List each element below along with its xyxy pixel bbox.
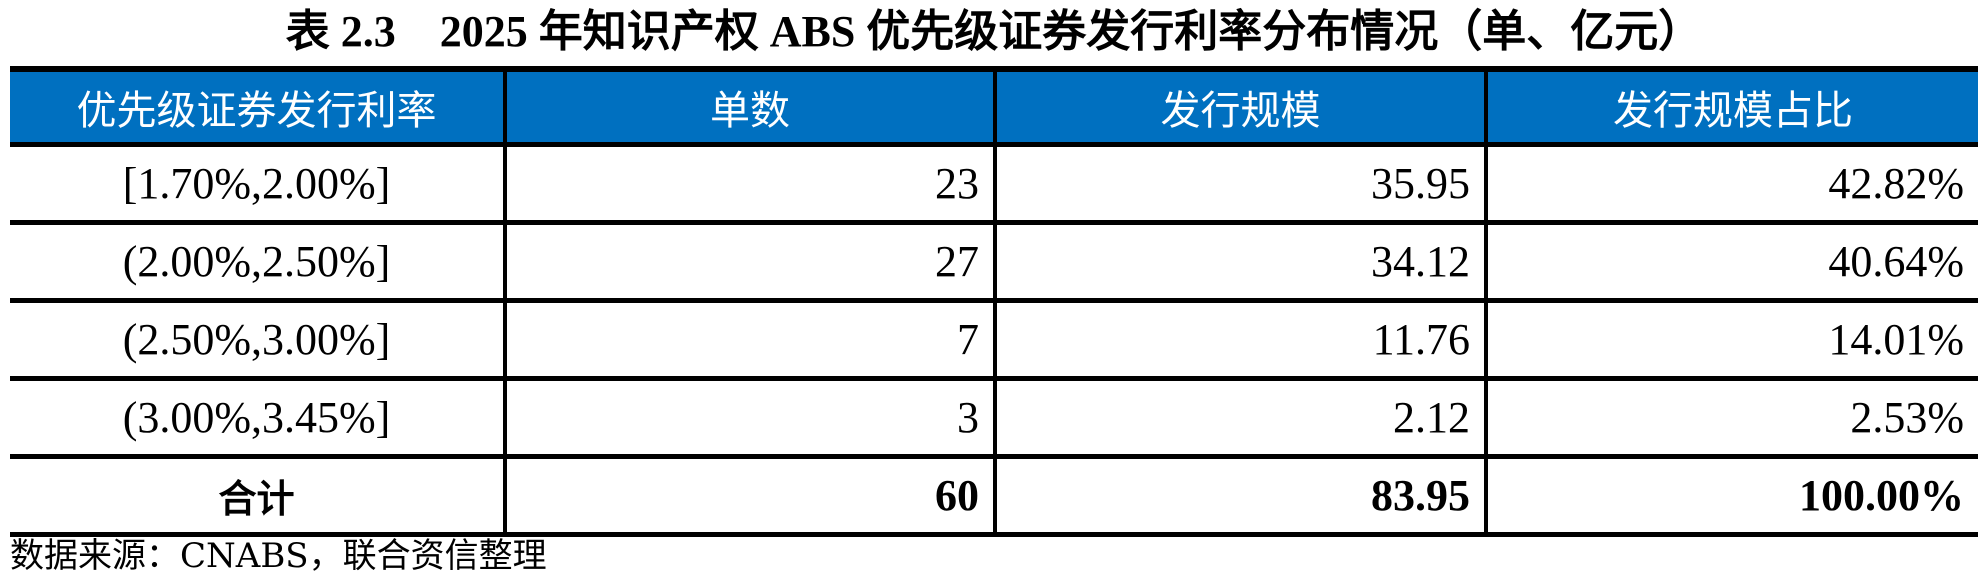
cell-rate: (3.00%,3.45%] — [10, 378, 507, 457]
header-row: 优先级证券发行利率 单数 发行规模 发行规模占比 — [10, 69, 1978, 145]
column-header-rate: 优先级证券发行利率 — [10, 69, 507, 145]
interest-rate-distribution-table: 优先级证券发行利率 单数 发行规模 发行规模占比 [1.70%,2.00%] 2… — [10, 66, 1978, 537]
cell-count: 23 — [503, 144, 997, 223]
cell-count: 27 — [503, 222, 997, 301]
column-header-count: 单数 — [503, 69, 997, 145]
cell-share: 2.53% — [1484, 378, 1978, 457]
table-row: (2.00%,2.50%] 27 34.12 40.64% — [10, 222, 1978, 301]
cell-scale: 2.12 — [993, 378, 1488, 457]
cell-rate: [1.70%,2.00%] — [10, 144, 507, 223]
total-share: 100.00% — [1484, 456, 1978, 535]
cell-count: 7 — [503, 300, 997, 379]
cell-scale: 34.12 — [993, 222, 1488, 301]
cell-count: 3 — [503, 378, 997, 457]
table-title: 表 2.3 2025 年知识产权 ABS 优先级证券发行利率分布情况（单、亿元） — [285, 7, 1703, 56]
total-scale: 83.95 — [993, 456, 1488, 535]
cell-share: 14.01% — [1484, 300, 1978, 379]
cell-scale: 35.95 — [993, 144, 1488, 223]
total-count: 60 — [503, 456, 997, 535]
table-row: [1.70%,2.00%] 23 35.95 42.82% — [10, 144, 1978, 223]
total-label: 合计 — [10, 456, 507, 535]
cell-rate: (2.00%,2.50%] — [10, 222, 507, 301]
table-row: (3.00%,3.45%] 3 2.12 2.53% — [10, 378, 1978, 457]
column-header-share: 发行规模占比 — [1484, 69, 1978, 145]
cell-rate: (2.50%,3.00%] — [10, 300, 507, 379]
cell-share: 42.82% — [1484, 144, 1978, 223]
column-header-scale: 发行规模 — [993, 69, 1488, 145]
table-row: (2.50%,3.00%] 7 11.76 14.01% — [10, 300, 1978, 379]
cell-scale: 11.76 — [993, 300, 1488, 379]
data-source-note: 数据来源：CNABS，联合资信整理 — [10, 536, 547, 576]
total-row: 合计 60 83.95 100.00% — [10, 456, 1978, 535]
cell-share: 40.64% — [1484, 222, 1978, 301]
